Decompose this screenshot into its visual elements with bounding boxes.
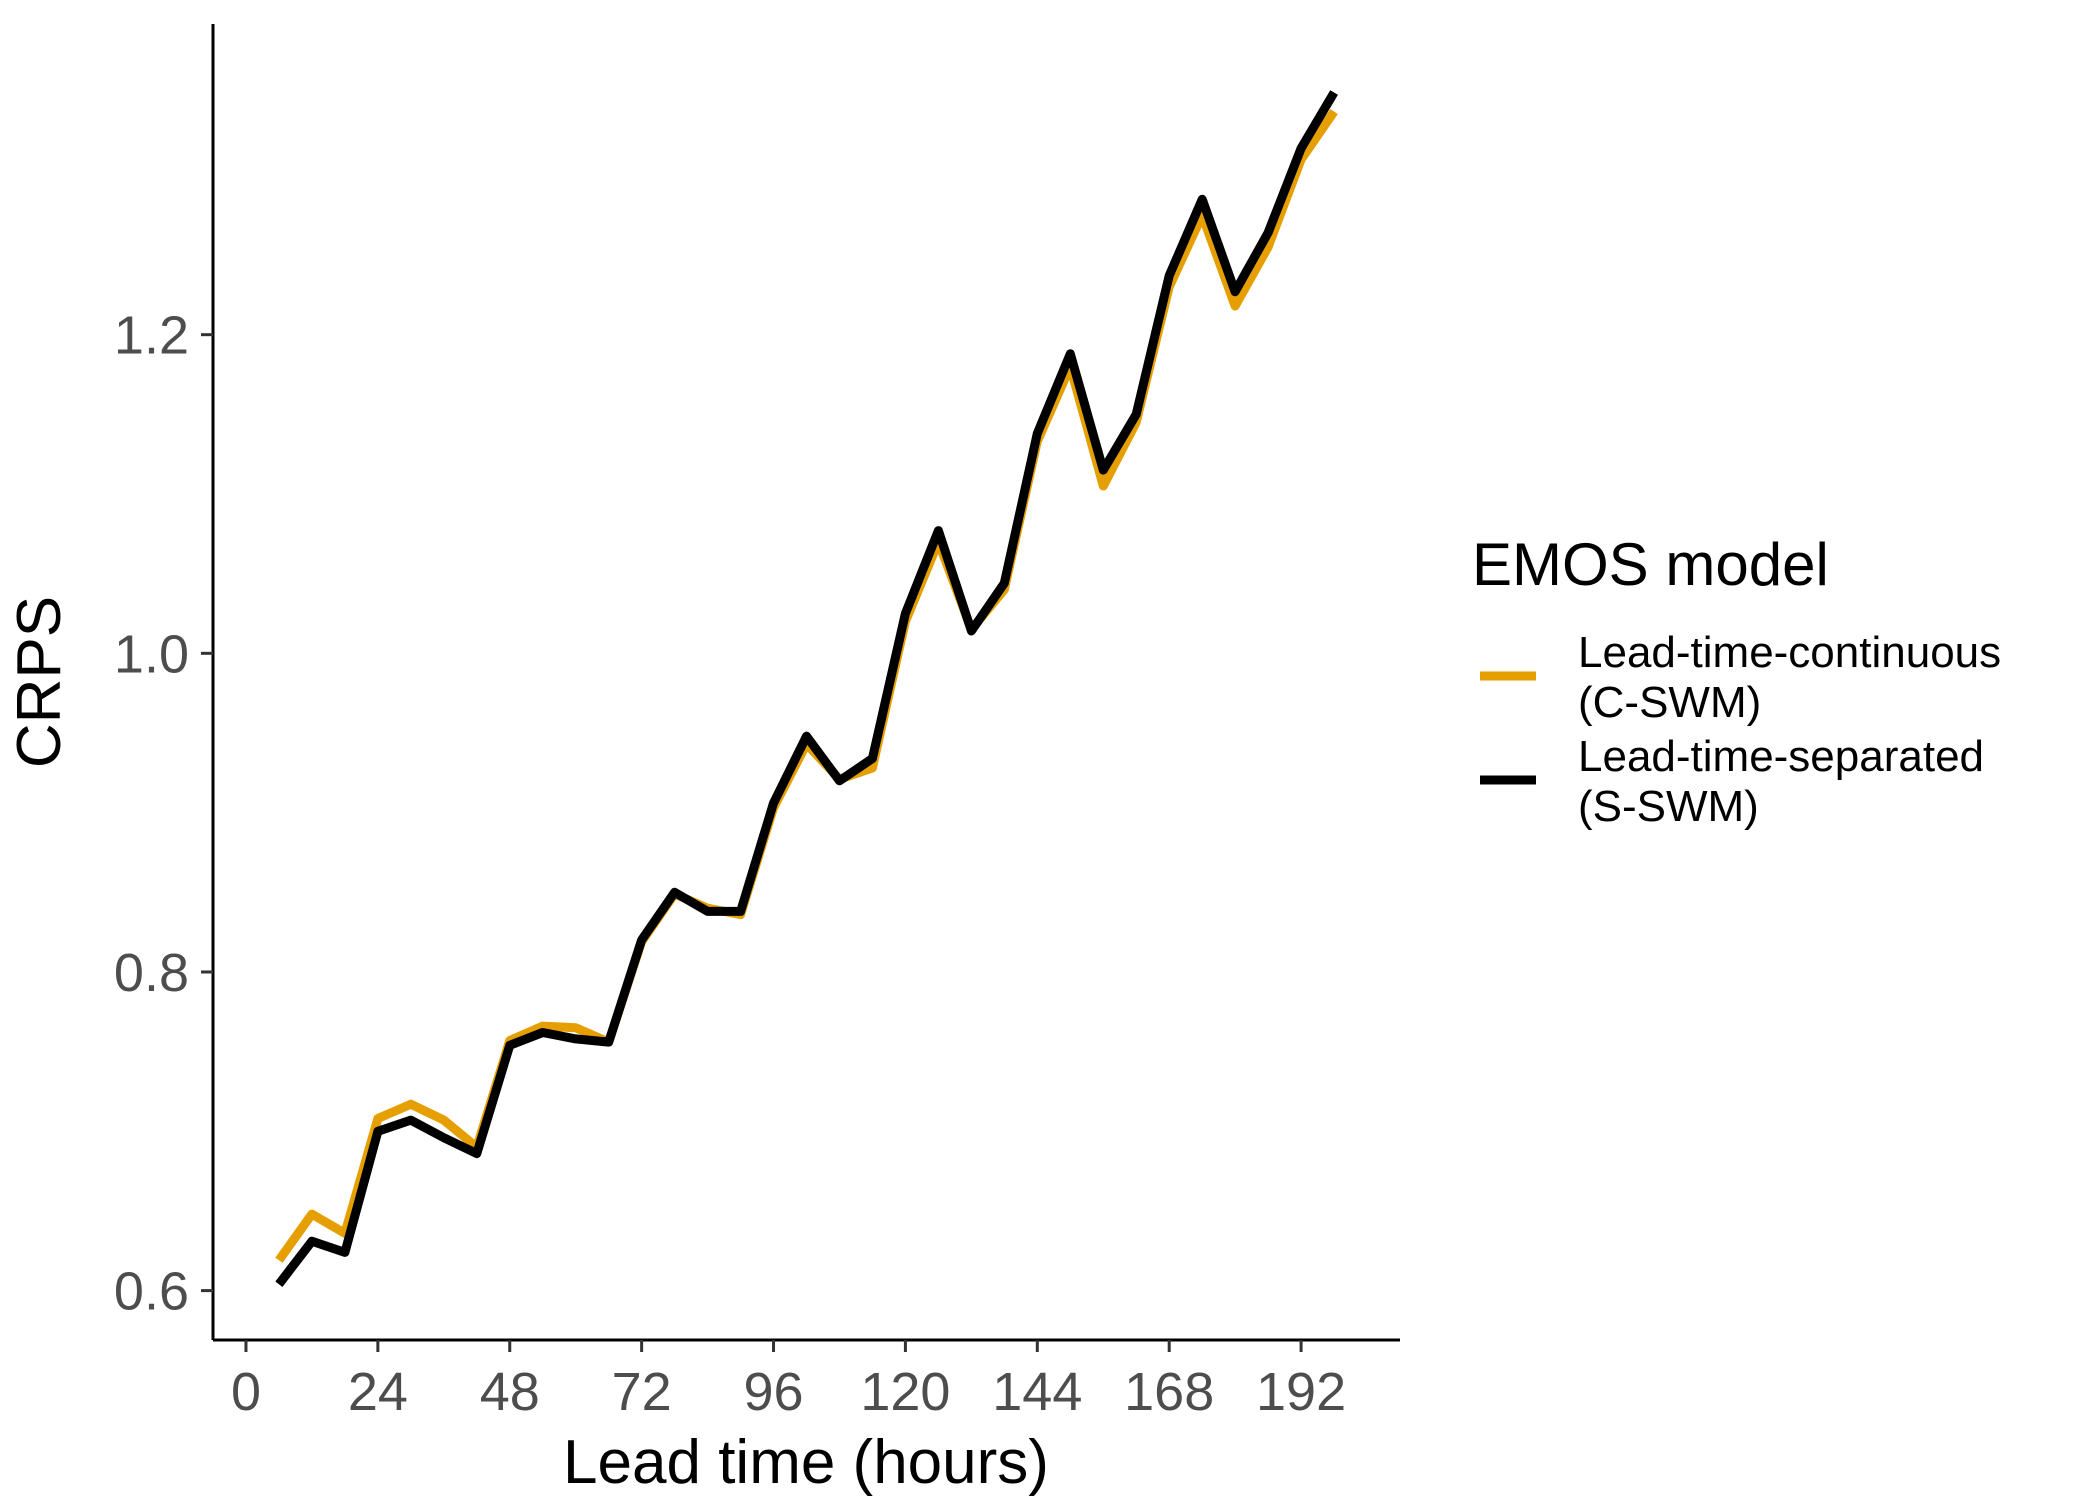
x-tick-label: 48: [480, 1362, 540, 1422]
x-tick-label: 168: [1124, 1362, 1214, 1422]
legend: EMOS model Lead-time-continuous (C-SWM) …: [1472, 531, 2001, 831]
x-tick-label: 144: [992, 1362, 1082, 1422]
series-line-continuous: [275, 109, 1338, 1263]
y-tick-label: 0.6: [114, 1262, 189, 1322]
x-tick-label: 24: [348, 1362, 408, 1422]
x-tick-label: 192: [1256, 1362, 1346, 1422]
y-axis-title: CRPS: [5, 596, 74, 768]
legend-label-continuous-abbr: (C-SWM): [1578, 678, 1761, 727]
legend-item-separated: Lead-time-separated (S-SWM): [1480, 732, 1984, 831]
x-axis-title: Lead time (hours): [563, 1428, 1049, 1497]
legend-title: EMOS model: [1472, 531, 1829, 598]
y-tick-label: 1.2: [114, 306, 189, 366]
x-tick-label: 72: [612, 1362, 672, 1422]
y-tick-label: 1.0: [114, 624, 189, 684]
x-ticks: 0 24 48 72 96 120 144 168 192: [231, 1340, 1346, 1422]
x-tick-label: 120: [860, 1362, 950, 1422]
series-layer: [275, 90, 1338, 1287]
series-line-separated: [275, 90, 1338, 1287]
legend-label-separated: Lead-time-separated: [1578, 732, 1984, 781]
legend-label-continuous: Lead-time-continuous: [1578, 628, 2001, 677]
axes-layer: [211, 24, 1400, 1342]
y-ticks: 0.6 0.8 1.0 1.2: [114, 306, 213, 1322]
x-tick-label: 0: [231, 1362, 261, 1422]
legend-item-continuous: Lead-time-continuous (C-SWM): [1480, 628, 2001, 727]
legend-label-separated-abbr: (S-SWM): [1578, 782, 1759, 831]
y-tick-label: 0.8: [114, 943, 189, 1003]
x-tick-label: 96: [743, 1362, 803, 1422]
